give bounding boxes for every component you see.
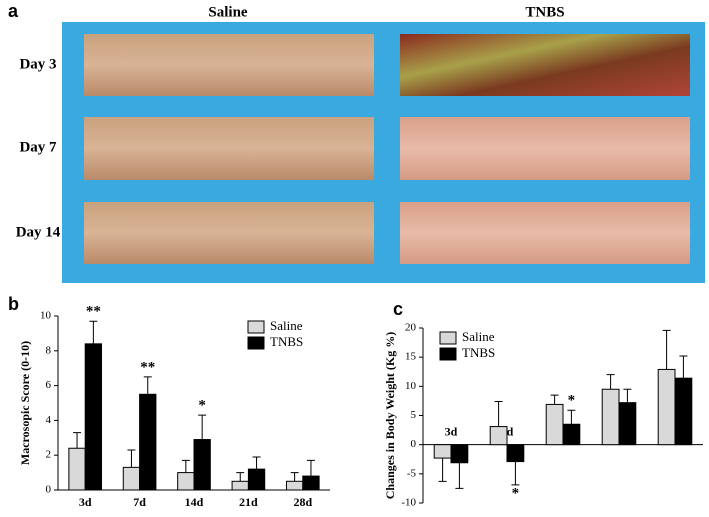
error-bar <box>181 459 190 473</box>
bar <box>657 368 676 446</box>
legend-label: TNBS <box>270 334 303 349</box>
photo <box>400 117 690 180</box>
error-bar <box>606 374 615 390</box>
error-bar <box>306 459 315 477</box>
error-bar <box>290 472 299 482</box>
error-bar <box>438 458 447 482</box>
legend-label: Saline <box>462 329 495 344</box>
error-bar <box>252 456 261 470</box>
bar <box>506 444 525 463</box>
y-tick-label: 6 <box>46 379 52 391</box>
error-bar <box>73 432 82 449</box>
bar <box>562 423 581 446</box>
bar <box>601 388 620 446</box>
bar <box>618 402 637 446</box>
photo <box>84 117 374 180</box>
y-tick-label: 10 <box>40 310 52 322</box>
significance-mark: * <box>568 393 576 409</box>
panel-label: c <box>393 299 403 319</box>
bar <box>231 480 249 491</box>
y-tick-label: 0 <box>411 438 417 450</box>
legend-label: TNBS <box>462 345 495 360</box>
error-bar <box>623 388 632 403</box>
photo <box>84 34 374 96</box>
row-label: Day 3 <box>19 56 56 72</box>
legend-swatch <box>247 320 265 334</box>
error-bar <box>143 376 152 395</box>
error-bar <box>455 462 464 489</box>
error-bar <box>198 414 207 440</box>
panel-label: b <box>8 294 19 314</box>
x-tick-label: 3d <box>445 424 458 438</box>
bar <box>193 439 211 491</box>
error-bar <box>236 472 245 482</box>
y-axis-title: Macrosopic Score (0-10) <box>18 341 32 465</box>
legend-swatch <box>247 336 265 350</box>
error-bar <box>511 461 520 486</box>
significance-mark: ** <box>86 304 101 320</box>
error-bar <box>89 320 98 344</box>
legend-swatch <box>439 347 457 361</box>
column-header: TNBS <box>525 4 564 20</box>
bar <box>84 343 103 491</box>
bar <box>247 468 266 491</box>
y-tick-label: -10 <box>401 497 416 509</box>
y-tick-label: 0 <box>46 484 52 496</box>
bar <box>674 377 693 446</box>
bar <box>285 480 304 491</box>
error-bar <box>127 449 136 468</box>
bar <box>433 444 452 459</box>
row-label: Day 14 <box>16 224 61 240</box>
y-tick-label: -5 <box>407 467 417 479</box>
bar <box>122 466 141 491</box>
x-tick-label: 14d <box>185 495 204 509</box>
y-tick-label: 20 <box>405 322 417 334</box>
photo <box>400 34 690 96</box>
legend-swatch <box>439 331 457 345</box>
error-bar <box>662 329 671 370</box>
y-axis-title: Changes in Body Weight (Kg %) <box>383 332 397 499</box>
y-tick-label: 4 <box>46 414 52 426</box>
bar <box>68 447 86 491</box>
bar <box>450 444 469 464</box>
bar <box>139 393 157 491</box>
error-bar <box>567 409 576 425</box>
column-header: Saline <box>208 4 248 20</box>
photo <box>400 202 690 264</box>
y-tick-label: 10 <box>405 380 417 392</box>
x-tick-label: 28d <box>293 495 312 509</box>
significance-mark: * <box>198 398 206 414</box>
photo <box>84 202 374 264</box>
significance-mark: * <box>512 485 520 501</box>
significance-mark: ** <box>140 359 155 375</box>
y-tick-label: 2 <box>46 449 52 461</box>
row-label: Day 7 <box>19 139 57 155</box>
bar <box>489 426 508 446</box>
x-tick-label: 3d <box>79 495 92 509</box>
bar <box>302 475 320 491</box>
legend-label: Saline <box>270 318 303 333</box>
panel-label: a <box>8 1 19 21</box>
y-tick-label: 8 <box>46 344 52 356</box>
x-tick-label: 7d <box>133 495 146 509</box>
bar <box>177 472 195 491</box>
x-tick-label: 21d <box>239 495 258 509</box>
error-bar <box>679 355 688 379</box>
error-bar <box>550 394 559 405</box>
error-bar <box>494 401 503 427</box>
bar <box>545 403 564 446</box>
y-tick-label: 15 <box>405 351 417 363</box>
y-tick-label: 5 <box>411 409 417 421</box>
